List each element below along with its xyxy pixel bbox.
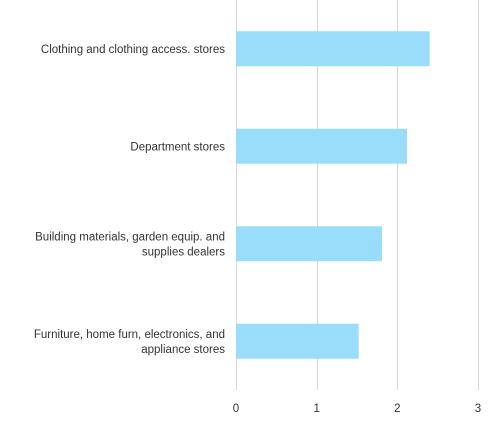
category-label-3: Building materials, garden equip. and sup… xyxy=(35,231,225,258)
category-label-2: Department stores xyxy=(130,141,225,153)
category-label-1: Clothing and clothing access. stores xyxy=(41,44,225,56)
category-label-4: Furniture, home furn, electronics, and ap… xyxy=(34,329,225,356)
bar-3 xyxy=(236,226,383,262)
x-tick-label-2: 2 xyxy=(394,403,400,415)
x-tick-labels: 0 1 2 3 xyxy=(233,403,481,415)
bar-1 xyxy=(236,31,430,67)
bar-4 xyxy=(236,323,359,359)
bars xyxy=(236,31,430,359)
x-tick-label-0: 0 xyxy=(233,403,239,415)
bar-2 xyxy=(236,128,408,164)
category-labels: Clothing and clothing access. stores Depa… xyxy=(34,44,225,356)
x-tick-label-3: 3 xyxy=(475,403,481,415)
x-tick-label-1: 1 xyxy=(313,403,319,415)
